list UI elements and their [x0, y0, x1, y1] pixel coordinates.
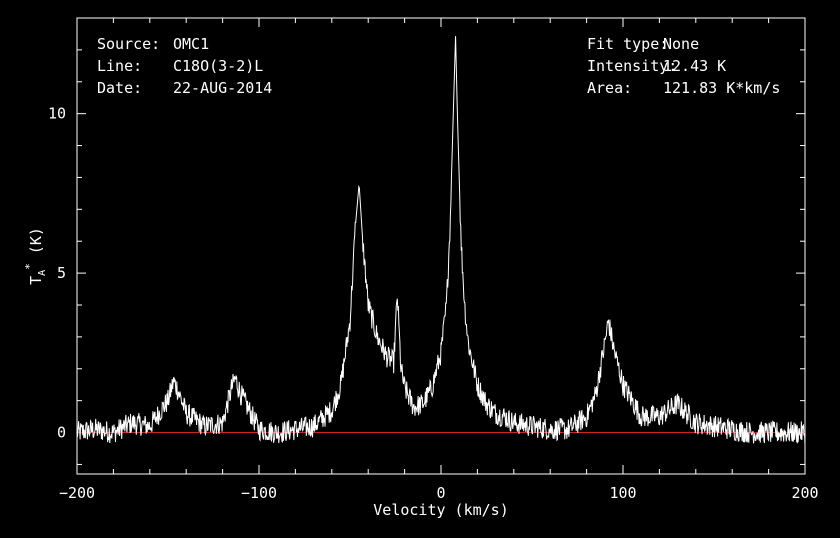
y-tick-label: 0: [57, 424, 66, 442]
info-left-row: Source: OMC1: [97, 33, 272, 55]
x-tick-label: −100: [241, 484, 277, 502]
x-tick-label: 0: [436, 484, 445, 502]
info-right-row: Area: 121.83 K*km/s: [587, 77, 780, 99]
info-left-label: Date:: [97, 79, 143, 97]
info-left-label: Line:: [97, 57, 143, 75]
info-left-value: OMC1: [173, 35, 210, 53]
info-left-label: Source:: [97, 35, 161, 53]
y-axis-label: TA* (K): [23, 227, 48, 285]
axis-tick-labels: −200 −100 0 100 200 0 5 10: [48, 105, 819, 502]
y-tick-label: 10: [48, 105, 66, 123]
info-left-row: Date: 22-AUG-2014: [97, 77, 272, 99]
info-right-label: Intensity:: [587, 57, 678, 75]
info-right-label: Fit type:: [587, 35, 669, 53]
svg-text:TA* (K): TA* (K): [23, 227, 48, 285]
x-tick-label: 200: [791, 484, 818, 502]
info-left-value: 22-AUG-2014: [173, 79, 273, 97]
info-right-row: Intensity:12.43 K: [587, 55, 780, 77]
x-tick-label: −200: [59, 484, 95, 502]
info-right-value: 121.83 K*km/s: [663, 79, 781, 97]
info-left-value: C18O(3-2)L: [173, 57, 264, 75]
info-right-value: 12.43 K: [663, 57, 727, 75]
x-axis-label: Velocity (km/s): [373, 501, 508, 519]
info-right-label: Area:: [587, 79, 633, 97]
info-right-value: None: [663, 35, 700, 53]
info-left-row: Line: C18O(3-2)L: [97, 55, 272, 77]
info-panel-left: Source: OMC1 Line: C18O(3-2)L Date: 22-AUG-20…: [97, 33, 272, 99]
info-right-row: Fit type:None: [587, 33, 780, 55]
info-panel-right: Fit type:None Intensity:12.43 K Area: 121.8…: [587, 33, 780, 99]
x-tick-label: 100: [609, 484, 636, 502]
spectrum-trace: [76, 36, 806, 444]
y-tick-label: 5: [57, 264, 66, 282]
